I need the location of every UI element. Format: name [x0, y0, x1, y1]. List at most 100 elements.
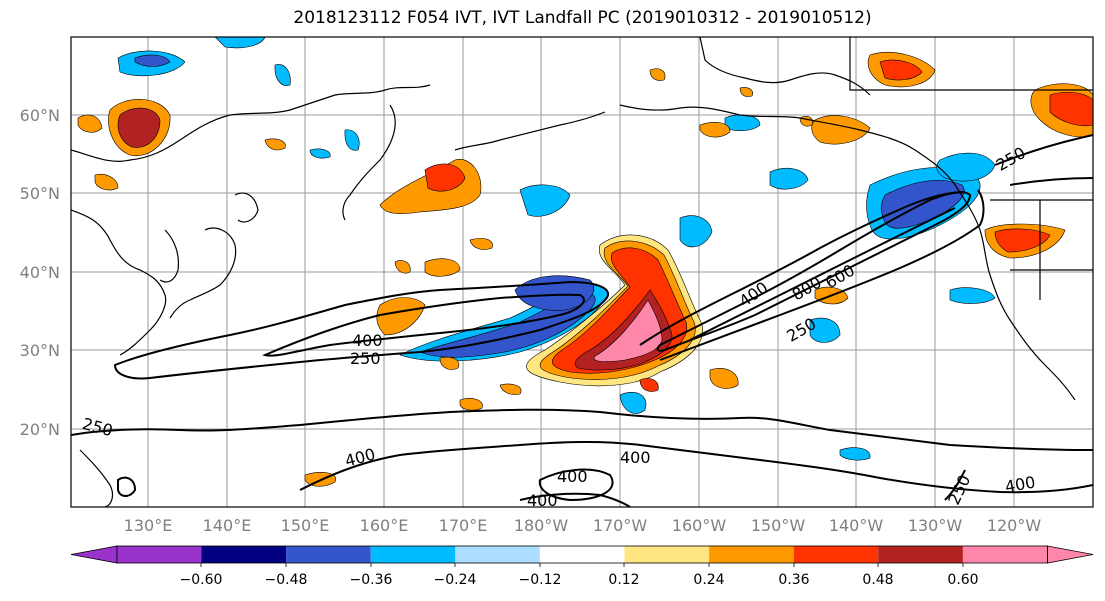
negative-blob-8 [619, 391, 647, 414]
contour-label: 250 [350, 349, 381, 368]
coast-japan [169, 227, 237, 319]
colorbar-segment [455, 546, 540, 563]
coast-kamchatka [342, 104, 396, 221]
colorbar-segment [539, 546, 625, 563]
colorbar: −0.60 −0.48 −0.36 −0.24 −0.12 0.12 0.24 0.36 0.4… [70, 545, 1094, 588]
longitude-labels: 130°E 140°E 150°E 160°E 170°E 180°W 170°W 160°W… [124, 516, 1042, 535]
coastlines [71, 37, 1093, 507]
lon-label: 150°E [281, 516, 330, 535]
contour-250-ne [994, 134, 1093, 166]
contour-250-sw [944, 469, 966, 501]
colorbar-tick-label: 0.48 [862, 572, 893, 588]
negative-blob-13 [309, 148, 331, 159]
positive-blob-ne-1-strong [879, 59, 923, 81]
contour-400-jet [639, 191, 966, 346]
negative-blob-5 [679, 215, 713, 248]
coast-asia-main [71, 209, 167, 356]
positive-blob-south-1 [459, 398, 483, 411]
colorbar-tick-label: 0.36 [778, 572, 809, 588]
negative-blob-4 [519, 184, 571, 217]
colorbar-segment [709, 546, 794, 563]
lon-label: 120°W [987, 516, 1042, 535]
colorbar-tick-label: −0.36 [350, 572, 393, 588]
colorbar-extend-low [70, 545, 118, 564]
contour-400-south-3 [519, 492, 631, 507]
colorbar-segment [286, 546, 371, 563]
colorbar-segment [201, 546, 287, 563]
coast-alaska-south [619, 104, 956, 186]
coast-korea [159, 229, 180, 283]
negative-blob-3 [274, 64, 291, 86]
coast-japan-north [234, 192, 259, 223]
colorbar-segment [117, 546, 202, 563]
lon-label: 160°W [672, 516, 727, 535]
positive-blob-top-2 [649, 68, 666, 81]
negative-blob-6 [769, 167, 809, 190]
positive-blob-nw-2 [77, 114, 103, 133]
positive-blob-west-1 [94, 173, 119, 191]
lon-label: 170°E [439, 516, 488, 535]
positive-blob-south-3 [499, 383, 522, 395]
coast-aleutians [454, 111, 606, 151]
colorbar-segment [370, 546, 456, 563]
positive-plume-max [593, 299, 663, 362]
lon-label: 180°W [514, 516, 569, 535]
positive-blob-nw-1-strong [117, 107, 161, 148]
contour-400-west [262, 293, 585, 357]
negative-blob-1-strong [134, 54, 171, 67]
lat-label: 20°N [20, 420, 60, 439]
contour-250-ne-2 [1009, 177, 1093, 186]
colorbar-segment [962, 546, 1048, 563]
colorbar-segment [793, 546, 879, 563]
positive-blob-east-3 [639, 378, 659, 392]
map-frame [70, 36, 1094, 508]
lon-label: 150°W [751, 516, 806, 535]
lat-label: 50°N [20, 184, 60, 203]
contour-label: 400 [557, 467, 588, 486]
positive-blob-mid-1-strong [424, 163, 466, 192]
plot-area: 400 250 400 800 600 250 250 250 400 400 … [71, 37, 1093, 510]
lon-label: 170°W [593, 516, 648, 535]
positive-blob-east-2 [709, 368, 739, 389]
coast-alaska-north [699, 37, 871, 96]
coast-philippines [79, 449, 114, 507]
contour-label: 400 [527, 491, 558, 510]
negative-blob-9 [809, 317, 841, 343]
contour-400-south [299, 440, 1093, 494]
positive-blob-top-1 [264, 138, 286, 151]
colorbar-tick-label: 0.24 [693, 572, 724, 588]
lon-label: 130°E [124, 516, 173, 535]
contour-label: 400 [620, 448, 651, 467]
negative-blob-11 [344, 129, 360, 151]
contour-400-south-2 [538, 468, 614, 502]
lat-label: 40°N [20, 263, 60, 282]
lat-label: 60°N [20, 106, 60, 125]
contour-250-south [71, 408, 1093, 451]
colorbar-extend-high [1047, 545, 1094, 564]
lon-label: 160°E [360, 516, 409, 535]
positive-blob-mid-4 [394, 260, 411, 274]
map-title: 2018123112 F054 IVT, IVT Landfall PC (20… [293, 8, 872, 28]
contour-250-west [113, 280, 609, 380]
contour-600-jet [689, 207, 956, 341]
negative-coast [936, 152, 996, 182]
colorbar-segment [624, 546, 710, 563]
negative-blob-10 [949, 287, 996, 304]
positive-blob-mid-5 [439, 356, 460, 370]
lon-label: 130°W [908, 516, 963, 535]
coast-asia-north [71, 84, 431, 162]
contour-label: 400 [352, 331, 383, 350]
ivt-contours [71, 134, 1093, 507]
contour-south-loop [117, 476, 137, 497]
colorbar-tick-label: 0.12 [608, 572, 639, 588]
colorbar-tick-label: 0.60 [947, 572, 978, 588]
positive-blob-mid-6 [469, 238, 493, 250]
positive-blob-mid-2 [376, 297, 426, 336]
positive-blob-top-3 [739, 87, 753, 97]
positive-blob-sw-us-strong [994, 228, 1051, 253]
latitude-labels: 60°N 50°N 40°N 30°N 20°N [20, 106, 60, 439]
colorbar-tick-label: −0.12 [519, 572, 562, 588]
colorbar-outline [116, 545, 1048, 564]
lon-label: 140°E [203, 516, 252, 535]
